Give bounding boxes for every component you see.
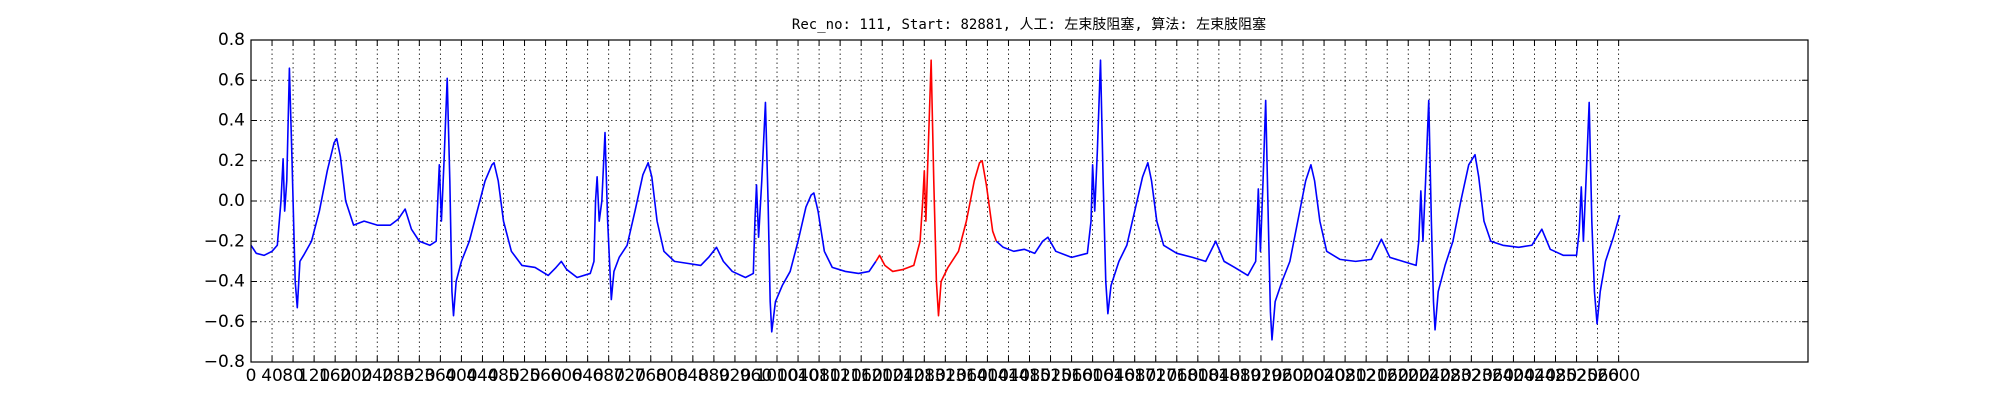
x-tick-label: 1880 bbox=[1218, 366, 1261, 386]
x-tick-label: 2400 bbox=[1492, 366, 1535, 386]
x-tick-label: 320 bbox=[403, 366, 435, 386]
x-tick-label: 1800 bbox=[1176, 366, 1219, 386]
x-tick-label: 1040 bbox=[776, 366, 819, 386]
x-tick-label: 240 bbox=[361, 366, 393, 386]
y-tick-label: 0.2 bbox=[218, 151, 245, 171]
x-tick-label: 1600 bbox=[1071, 366, 1114, 386]
x-tick-label: 1280 bbox=[903, 366, 946, 386]
x-tick-label: 2080 bbox=[1323, 366, 1366, 386]
x-tick-label: 2200 bbox=[1387, 366, 1430, 386]
x-tick-label: 2280 bbox=[1429, 366, 1472, 386]
ecg-line bbox=[250, 67, 877, 333]
x-tick-label: 1840 bbox=[1197, 366, 1240, 386]
x-tick-label: 1200 bbox=[861, 366, 904, 386]
x-tick-label: 760 bbox=[635, 366, 667, 386]
y-tick-label: 0.4 bbox=[218, 111, 245, 131]
x-tick-label: 1160 bbox=[840, 366, 883, 386]
y-tick-label: 0.0 bbox=[218, 191, 245, 211]
x-tick-label: 360 bbox=[424, 366, 456, 386]
x-tick-label: 160 bbox=[319, 366, 351, 386]
x-tick-label: 2440 bbox=[1513, 366, 1556, 386]
x-tick-label: 1960 bbox=[1260, 366, 1303, 386]
x-tick-label: 120 bbox=[298, 366, 330, 386]
x-tick-label: 0 bbox=[246, 366, 257, 386]
x-tick-label: 2320 bbox=[1450, 366, 1493, 386]
x-tick-label: 1360 bbox=[945, 366, 988, 386]
x-tick-label: 2000 bbox=[1281, 366, 1324, 386]
x-tick-label: 2120 bbox=[1345, 366, 1388, 386]
x-tick-label: 2520 bbox=[1555, 366, 1598, 386]
x-tick-label: 2160 bbox=[1366, 366, 1409, 386]
x-tick-label: 2480 bbox=[1534, 366, 1577, 386]
y-tick-label: −0.8 bbox=[204, 352, 245, 372]
x-tick-label: 1240 bbox=[882, 366, 925, 386]
x-tick-label: 720 bbox=[614, 366, 646, 386]
x-tick-label: 800 bbox=[656, 366, 688, 386]
ecg-line bbox=[875, 59, 998, 317]
x-tick-label: 2240 bbox=[1408, 366, 1451, 386]
x-tick-label: 880 bbox=[698, 366, 730, 386]
x-tick-label: 920 bbox=[719, 366, 751, 386]
x-tick-label: 2040 bbox=[1302, 366, 1345, 386]
x-tick-label: 1080 bbox=[797, 366, 840, 386]
x-tick-label: 280 bbox=[382, 366, 414, 386]
x-tick-label: 640 bbox=[571, 366, 603, 386]
y-tick-label: −0.4 bbox=[204, 272, 245, 292]
x-tick-label: 960 bbox=[740, 366, 772, 386]
x-tick-label: 2360 bbox=[1471, 366, 1514, 386]
x-tick-label: 200 bbox=[340, 366, 372, 386]
ecg-line bbox=[995, 59, 1621, 341]
x-tick-label: 480 bbox=[487, 366, 519, 386]
x-tick-label: 1000 bbox=[755, 366, 798, 386]
x-tick-label: 400 bbox=[445, 366, 477, 386]
x-tick-label: 1920 bbox=[1239, 366, 1282, 386]
x-tick-label: 1120 bbox=[819, 366, 862, 386]
x-tick-label: 680 bbox=[592, 366, 624, 386]
x-tick-label: 1400 bbox=[966, 366, 1009, 386]
x-tick-label: 440 bbox=[466, 366, 498, 386]
y-tick-label: 0.8 bbox=[218, 30, 245, 50]
y-tick-label: 0.6 bbox=[218, 70, 245, 90]
y-tick-label: −0.6 bbox=[204, 312, 245, 332]
chart-title: Rec_no: 111, Start: 82881, 人工: 左束肢阻塞, 算法… bbox=[792, 16, 1266, 33]
x-tick-label: 560 bbox=[529, 366, 561, 386]
x-tick-label: 1520 bbox=[1029, 366, 1072, 386]
x-tick-label: 1480 bbox=[1008, 366, 1051, 386]
x-tick-label: 1720 bbox=[1134, 366, 1177, 386]
x-tick-label: 1320 bbox=[924, 366, 967, 386]
x-tick-label: 520 bbox=[508, 366, 540, 386]
x-tick-label: 600 bbox=[550, 366, 582, 386]
y-tick-label: −0.2 bbox=[204, 231, 245, 251]
x-tick-label: 840 bbox=[677, 366, 709, 386]
plot-frame bbox=[250, 39, 1809, 363]
x-tick-label: 40 bbox=[261, 366, 283, 386]
x-tick-label: 80 bbox=[282, 366, 304, 386]
x-tick-label: 1760 bbox=[1155, 366, 1198, 386]
x-tick-label: 1560 bbox=[1050, 366, 1093, 386]
x-tick-label: 1640 bbox=[1092, 366, 1135, 386]
x-tick-label: 1440 bbox=[987, 366, 1030, 386]
x-tick-label: 2560 bbox=[1576, 366, 1619, 386]
x-tick-label: 2600 bbox=[1597, 366, 1640, 386]
x-tick-label: 1680 bbox=[1113, 366, 1156, 386]
